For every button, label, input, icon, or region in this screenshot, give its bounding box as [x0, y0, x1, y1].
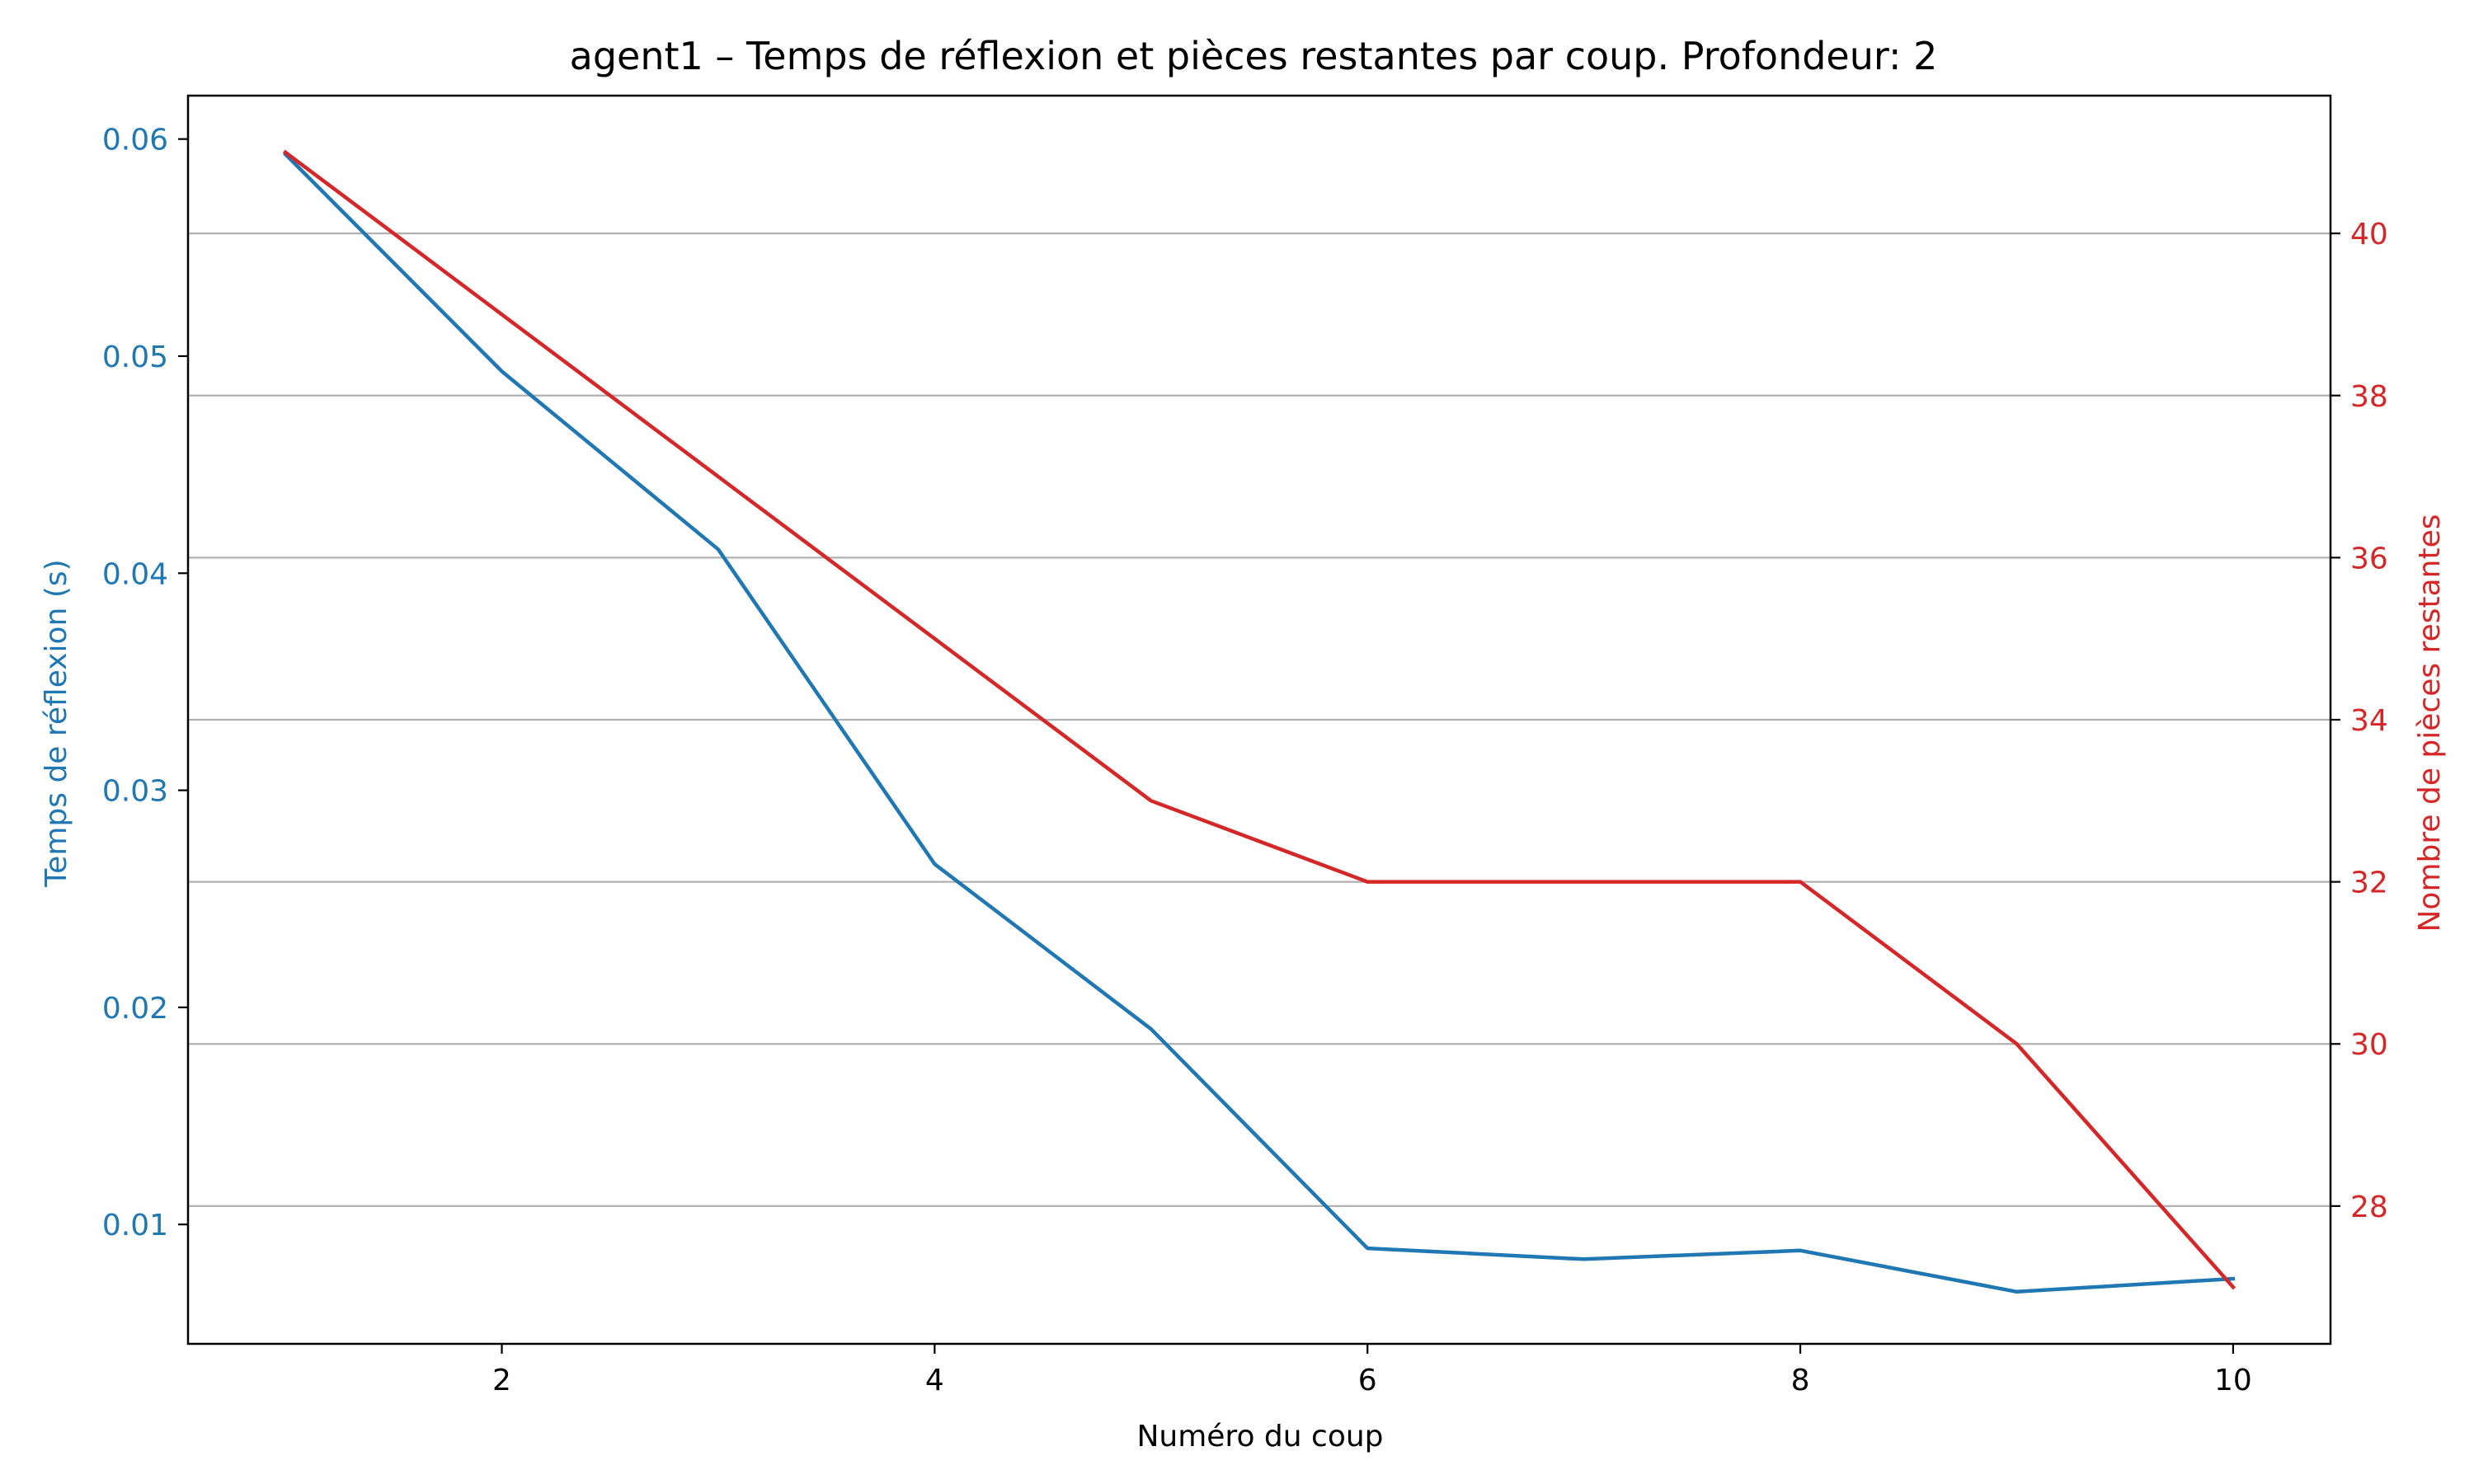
series-layer — [282, 149, 2236, 1294]
gridlines — [188, 232, 2331, 1207]
y-axis-right-label: Nombre de pièces restantes — [2413, 514, 2447, 932]
y-axis-right: 28 30 32 34 36 38 40 — [2331, 218, 2388, 1224]
y-axis-left-label: Temps de réflexion (s) — [40, 559, 73, 887]
x-tick-label: 8 — [1791, 1364, 1810, 1397]
chart-title: agent1 – Temps de réflexion et pièces re… — [570, 34, 1938, 78]
y-axis-left: 0.01 0.02 0.03 0.04 0.05 0.06 — [102, 124, 188, 1242]
y-left-tick-label: 0.03 — [102, 775, 168, 809]
y-right-tick-label: 30 — [2350, 1028, 2388, 1062]
x-tick-label: 10 — [2214, 1364, 2252, 1397]
y-right-tick-label: 40 — [2350, 218, 2388, 251]
y-right-tick-label: 34 — [2350, 704, 2388, 738]
y-left-tick-label: 0.04 — [102, 557, 168, 591]
x-axis-label: Numéro du coup — [1136, 1420, 1383, 1453]
series-line-pieces — [282, 149, 2236, 1290]
x-tick-label: 2 — [492, 1364, 511, 1397]
x-tick-label: 6 — [1358, 1364, 1377, 1397]
x-axis: 2 4 6 8 10 — [492, 1344, 2252, 1397]
y-left-tick-label: 0.01 — [102, 1209, 168, 1242]
y-left-tick-label: 0.05 — [102, 340, 168, 374]
y-left-tick-label: 0.06 — [102, 124, 168, 157]
series-line-temps — [282, 151, 2236, 1294]
y-right-tick-label: 28 — [2350, 1190, 2388, 1224]
y-right-tick-label: 32 — [2350, 866, 2388, 900]
y-right-tick-label: 36 — [2350, 542, 2388, 575]
y-right-tick-label: 38 — [2350, 380, 2388, 414]
y-left-tick-label: 0.02 — [102, 992, 168, 1026]
x-tick-label: 4 — [925, 1364, 944, 1397]
